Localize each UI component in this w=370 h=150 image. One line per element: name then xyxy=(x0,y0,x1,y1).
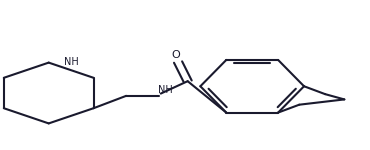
Text: NH: NH xyxy=(64,57,78,67)
Text: O: O xyxy=(172,50,181,60)
Text: NH: NH xyxy=(158,84,173,94)
